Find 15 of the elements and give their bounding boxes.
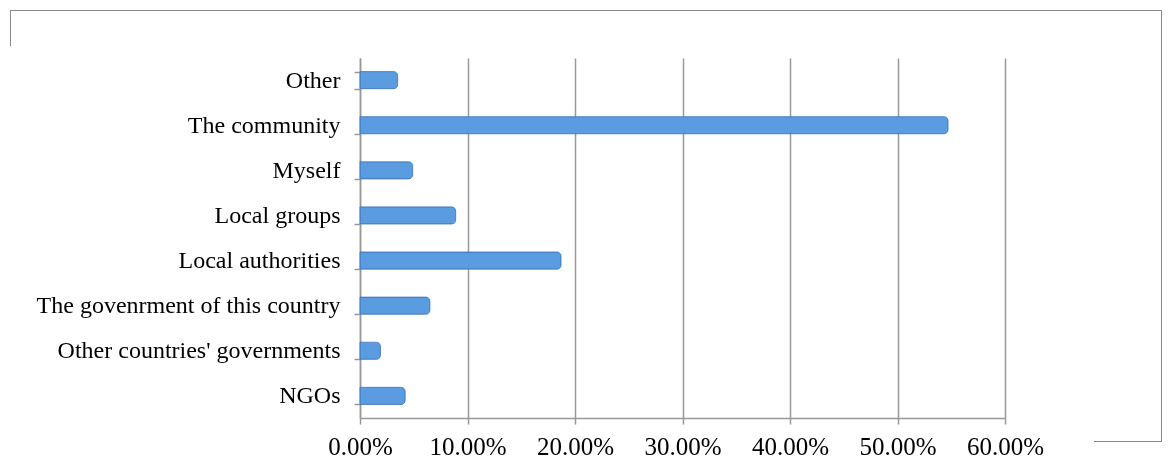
y-tick-label: Other: [285, 66, 341, 93]
y-tick-label: Local groups: [214, 201, 341, 228]
y-tick-label: Other countries' governments: [57, 337, 341, 364]
y-tick-label: Myself: [272, 156, 341, 183]
x-tick-label: 60.00%: [966, 432, 1045, 458]
y-tick-label: The govenrment of this country: [36, 292, 341, 319]
y-tick-label: NGOs: [279, 382, 341, 409]
x-tick-label: 20.00%: [536, 432, 615, 458]
x-tick-label: 50.00%: [859, 432, 937, 458]
x-tick-label: 40.00%: [751, 432, 830, 458]
y-tick-label: The community: [187, 111, 341, 138]
x-tick-label: 30.00%: [644, 432, 722, 458]
y-tick-label: Local authorities: [178, 247, 341, 274]
x-tick-label: 10.00%: [429, 432, 507, 458]
x-tick-label: 0.00%: [328, 432, 393, 458]
